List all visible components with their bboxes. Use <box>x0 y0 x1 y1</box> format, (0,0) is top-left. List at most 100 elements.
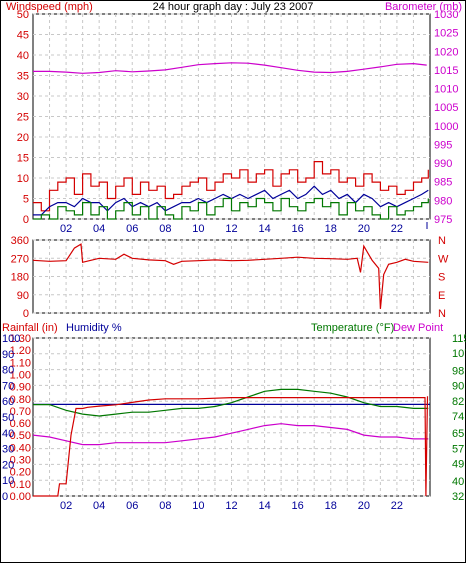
temperature-ytick-label: 90 <box>452 381 464 393</box>
rainfall-ytick-label: 1.10 <box>10 357 31 369</box>
humidity-ytick-label: 80 <box>2 365 14 377</box>
temperature-axis-title: Temperature (°F) <box>311 322 394 334</box>
hour-xtick-label: 04 <box>93 223 105 235</box>
wind-ytick-label: 45 <box>17 30 29 42</box>
barometer-ytick-label: 1030 <box>434 9 458 21</box>
barometer-ytick-label: 985 <box>434 177 452 189</box>
wind-ytick-label: 5 <box>23 194 29 206</box>
compass-ytick-label: N <box>438 235 446 247</box>
temperature-ytick-label: 107 <box>452 348 466 360</box>
temperature-ytick-label: 98 <box>452 365 464 377</box>
wind-ytick-label: 35 <box>17 71 29 83</box>
hour-xtick-label: 02 <box>60 500 72 512</box>
windspeed-axis-title: Windspeed (mph) <box>6 1 93 13</box>
barometer-ytick-label: 980 <box>434 195 452 207</box>
rainfall-ytick-label: 0.70 <box>10 406 31 418</box>
barometer-ytick-label: 995 <box>434 139 452 151</box>
barometer-axis-title: Barometer (mb) <box>385 1 462 13</box>
wind-gust-line <box>33 161 429 212</box>
hour-xtick-label: 02 <box>60 223 72 235</box>
rainfall-ytick-label: 0.90 <box>10 382 31 394</box>
windspeed-line <box>33 197 429 220</box>
rainfall-ytick-label: 0.60 <box>10 418 31 430</box>
humidity-ytick-label: 40 <box>2 428 14 440</box>
rainfall-line <box>33 396 429 497</box>
wind-ytick-label: 50 <box>17 9 29 21</box>
humidity-ytick-label: 0 <box>2 491 8 503</box>
hour-xtick-label: 22 <box>391 223 403 235</box>
rainfall-ytick-label: 0.80 <box>10 394 31 406</box>
compass-ytick-label: E <box>438 290 445 302</box>
humidity-ytick-label: 90 <box>2 349 14 361</box>
humidity-ytick-label: 70 <box>2 380 14 392</box>
hour-xtick-label: 08 <box>159 500 171 512</box>
barometer-ytick-label: 990 <box>434 158 452 170</box>
rainfall-ytick-label: 0.00 <box>10 491 31 503</box>
humidity-ytick-label: 20 <box>2 459 14 471</box>
rainfall-ytick-label: 0.50 <box>10 430 31 442</box>
direction-ytick-label: 180 <box>11 272 29 284</box>
hour-xtick-label: 14 <box>258 500 270 512</box>
rainfall-axis-title: Rainfall (in) <box>2 322 58 334</box>
barometer-line <box>33 62 427 74</box>
wind-ytick-label: 20 <box>17 132 29 144</box>
rainfall-ytick-label: 1.00 <box>10 369 31 381</box>
hour-xtick-label: 20 <box>358 500 370 512</box>
rainfall-ytick-label: 0.10 <box>10 479 31 491</box>
hour-xtick-label: 18 <box>325 500 337 512</box>
rainfall-ytick-label: 1.30 <box>10 333 31 345</box>
compass-ytick-label: N <box>438 308 446 320</box>
rainfall-ytick-label: 0.30 <box>10 455 31 467</box>
hour-xtick-label: 08 <box>159 223 171 235</box>
hour-xtick-label: 12 <box>225 500 237 512</box>
direction-ytick-label: 360 <box>11 235 29 247</box>
hour-xtick-label: 12 <box>225 223 237 235</box>
temperature-ytick-label: 57 <box>452 443 464 455</box>
direction-ytick-label: 0 <box>23 308 29 320</box>
temperature-ytick-label: 82 <box>452 396 464 408</box>
hour-xtick-label: 16 <box>292 500 304 512</box>
humidity-ytick-label: 100 <box>2 333 20 345</box>
barometer-ytick-label: 1000 <box>434 121 458 133</box>
direction-ytick-label: 90 <box>17 290 29 302</box>
wind-direction-line <box>32 243 429 309</box>
dewpoint-axis-title: Dew Point <box>393 322 443 334</box>
temperature-line <box>33 388 429 417</box>
wind-ytick-label: 15 <box>17 153 29 165</box>
chart-title: 24 hour graph day : July 23 2007 <box>153 1 314 13</box>
temperature-ytick-label: 115 <box>452 333 466 345</box>
wind-ytick-label: 10 <box>17 173 29 185</box>
hour-xtick-label: 10 <box>192 500 204 512</box>
humidity-axis-title: Humidity % <box>66 322 122 334</box>
wind-ytick-label: 30 <box>17 91 29 103</box>
wind-ytick-label: 40 <box>17 50 29 62</box>
direction-ytick-label: 270 <box>11 253 29 265</box>
barometer-ytick-label: 1010 <box>434 84 458 96</box>
temperature-ytick-label: 49 <box>452 459 464 471</box>
hour-xtick-label: 04 <box>93 500 105 512</box>
humidity-ytick-label: 50 <box>2 412 14 424</box>
humidity-ytick-label: 10 <box>2 475 14 487</box>
compass-ytick-label: S <box>438 272 445 284</box>
hour-xtick-label: 06 <box>126 500 138 512</box>
hour-xtick-label: 06 <box>126 223 138 235</box>
temperature-ytick-label: 32 <box>452 491 464 503</box>
rainfall-ytick-label: 0.20 <box>10 467 31 479</box>
hour-xtick-label: 14 <box>258 223 270 235</box>
barometer-ytick-label: 975 <box>434 214 452 226</box>
hour-xtick-label: 22 <box>391 500 403 512</box>
rainfall-ytick-label: 0.40 <box>10 442 31 454</box>
humidity-ytick-label: 60 <box>2 396 14 408</box>
barometer-ytick-label: 1005 <box>434 102 458 114</box>
hour-xtick-label: 20 <box>358 223 370 235</box>
temperature-ytick-label: 40 <box>452 476 464 488</box>
barometer-ytick-label: 1025 <box>434 28 458 40</box>
rainfall-ytick-label: 1.20 <box>10 345 31 357</box>
compass-ytick-label: W <box>438 253 449 265</box>
barometer-ytick-label: 1020 <box>434 46 458 58</box>
barometer-ytick-label: 1015 <box>434 65 458 77</box>
hour-xtick-label: 16 <box>292 223 304 235</box>
temperature-ytick-label: 65 <box>452 428 464 440</box>
